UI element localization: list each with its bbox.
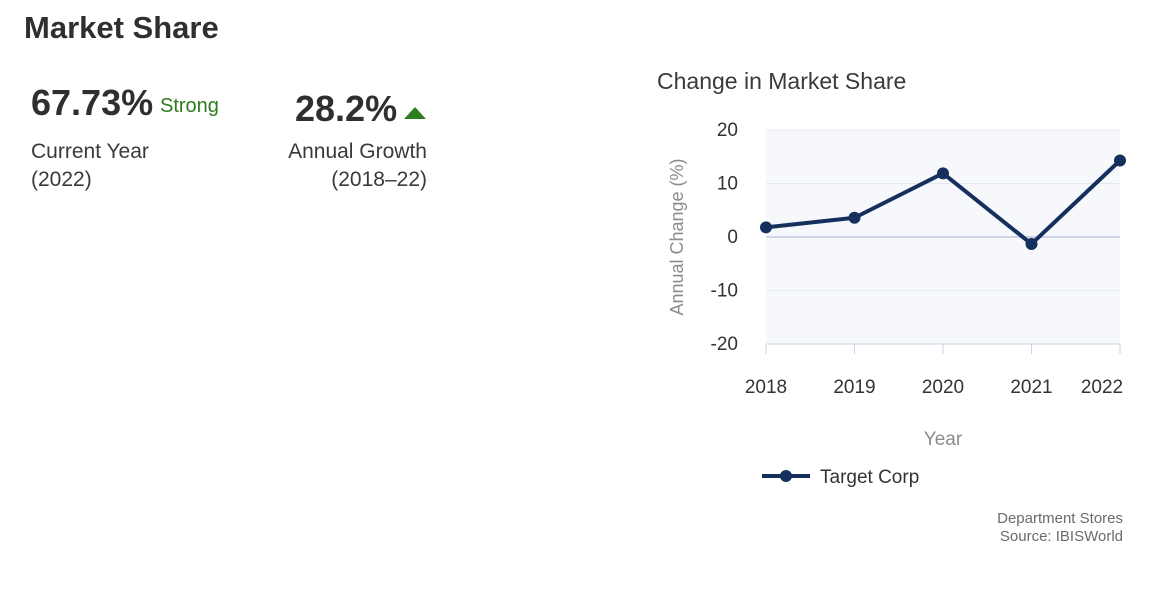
x-tick-label: 2021 [1010, 377, 1052, 398]
x-tick-label: 2022 [1081, 377, 1123, 398]
annual-growth-caption-line2: (2018–22) [331, 168, 427, 191]
triangle-up-icon [404, 107, 426, 119]
y-tick-label: 0 [727, 227, 738, 248]
data-point[interactable] [848, 211, 861, 224]
source-label: Source: IBISWorld [999, 528, 1123, 545]
x-tick-label: 2020 [922, 377, 964, 398]
y-tick-label: 10 [717, 174, 738, 195]
x-axis-label: Year [924, 429, 963, 450]
legend[interactable]: Target Corp [762, 467, 919, 488]
current-year-caption-line1: Current Year [31, 140, 149, 163]
page-title: Market Share [24, 10, 219, 45]
chart-title: Change in Market Share [657, 68, 907, 94]
current-year-caption-line2: (2022) [31, 168, 92, 191]
data-point[interactable] [1114, 154, 1126, 167]
y-tick-label: -20 [711, 334, 738, 355]
data-point[interactable] [937, 167, 949, 180]
annual-growth-value: 28.2% [295, 88, 398, 129]
legend-label: Target Corp [820, 467, 919, 488]
annual-growth-caption-line1: Annual Growth [288, 140, 427, 163]
current-year-caption: Current Year (2022) [31, 138, 149, 194]
y-tick-label: 20 [717, 120, 738, 141]
legend-marker [780, 470, 792, 482]
y-axis-label: Annual Change (%) [667, 158, 687, 315]
x-tick-label: 2019 [833, 377, 875, 398]
current-year-value: 67.73% [31, 82, 154, 123]
y-tick-label: -10 [711, 281, 738, 302]
strength-badge: Strong [160, 95, 219, 117]
annual-growth-caption: Annual Growth (2018–22) [260, 138, 427, 194]
source-note: Department Stores Source: IBISWorld [997, 510, 1123, 546]
x-tick-label: 2018 [745, 377, 787, 398]
data-point[interactable] [760, 221, 772, 234]
data-point[interactable] [1025, 237, 1038, 250]
industry-label: Department Stores [997, 510, 1123, 527]
